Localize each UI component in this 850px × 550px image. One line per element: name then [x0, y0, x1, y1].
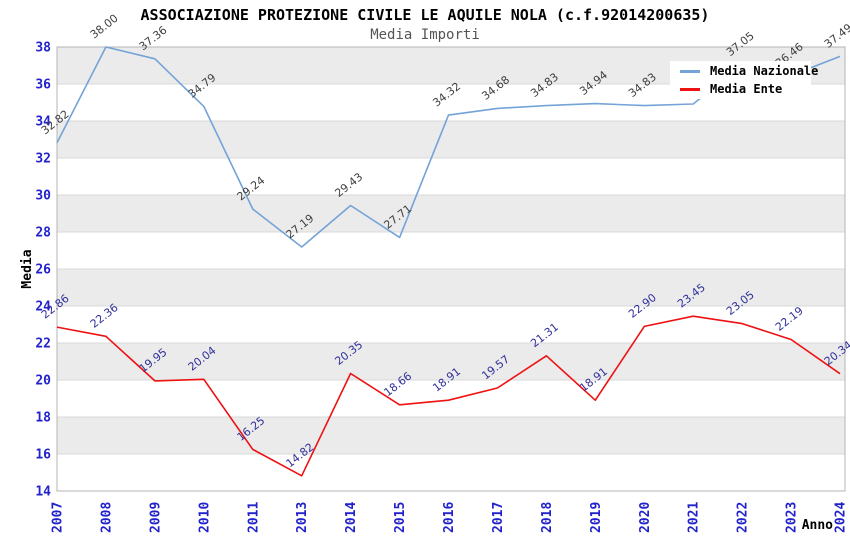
legend-item-media-ente: Media Ente: [680, 82, 811, 96]
x-tick-label: 2014: [344, 502, 359, 533]
chart-subtitle: Media Importi: [370, 27, 480, 43]
x-tick-label: 2017: [491, 502, 506, 533]
plot-band-gray: [57, 343, 845, 380]
media-nazionale-line-swatch: [680, 69, 700, 73]
x-tick-label: 2015: [393, 502, 408, 533]
y-tick-label: 14: [35, 485, 51, 500]
legend-label-media-nazionale: Media Nazionale: [710, 64, 819, 78]
y-tick-label: 30: [35, 189, 51, 204]
series-line-media-ente: [56, 315, 841, 477]
x-tick-label: 2009: [148, 502, 163, 533]
x-tick-label: 2011: [246, 502, 261, 533]
x-tick-label: 2018: [540, 502, 555, 533]
y-axis-title: Media: [20, 249, 35, 288]
legend-label-media-ente: Media Ente: [710, 82, 783, 96]
x-tick-label: 2007: [51, 502, 66, 533]
media-ente-line-swatch: [680, 87, 700, 91]
y-tick-label: 26: [35, 263, 51, 278]
plot-band-gray: [57, 195, 845, 232]
y-tick-label: 16: [35, 448, 51, 463]
x-tick-label: 2008: [99, 502, 114, 533]
x-tick-label: 2010: [197, 502, 212, 533]
plot-band-white: [57, 454, 845, 491]
plot-band-gray: [57, 121, 845, 158]
x-tick-label: 2023: [785, 502, 800, 533]
y-tick-label: 32: [35, 152, 51, 167]
x-tick-label: 2022: [736, 502, 751, 533]
y-tick-label: 28: [35, 226, 51, 241]
y-tick-label: 18: [35, 411, 51, 426]
y-tick-label: 24: [35, 300, 51, 315]
point-label: 38.00: [88, 12, 121, 42]
plot-border: [56, 46, 846, 492]
plot-band-gray: [57, 417, 845, 454]
chart-title: ASSOCIAZIONE PROTEZIONE CIVILE LE AQUILE…: [140, 6, 710, 24]
y-tick-label: 36: [35, 78, 51, 93]
x-tick-label: 2019: [589, 502, 604, 533]
x-tick-label: 2024: [834, 502, 849, 533]
x-tick-label: 2020: [638, 502, 653, 533]
y-tick-label: 38: [35, 41, 51, 56]
y-tick-label: 20: [35, 374, 51, 389]
x-axis-title: Anno: [802, 518, 833, 533]
y-tick-label: 22: [35, 337, 51, 352]
plot-band-white: [57, 232, 845, 269]
plot-band-white: [57, 306, 845, 343]
x-tick-label: 2021: [687, 502, 702, 533]
x-tick-label: 2013: [295, 502, 310, 533]
plot-band-gray: [57, 269, 845, 306]
plot-band-white: [57, 380, 845, 417]
point-label: 37.49: [822, 21, 850, 51]
y-tick-label: 34: [35, 115, 51, 130]
plot-band-white: [57, 158, 845, 195]
x-tick-label: 2016: [442, 502, 457, 533]
legend: Media Nazionale Media Ente: [670, 61, 818, 99]
legend-item-media-nazionale: Media Nazionale: [680, 64, 818, 78]
